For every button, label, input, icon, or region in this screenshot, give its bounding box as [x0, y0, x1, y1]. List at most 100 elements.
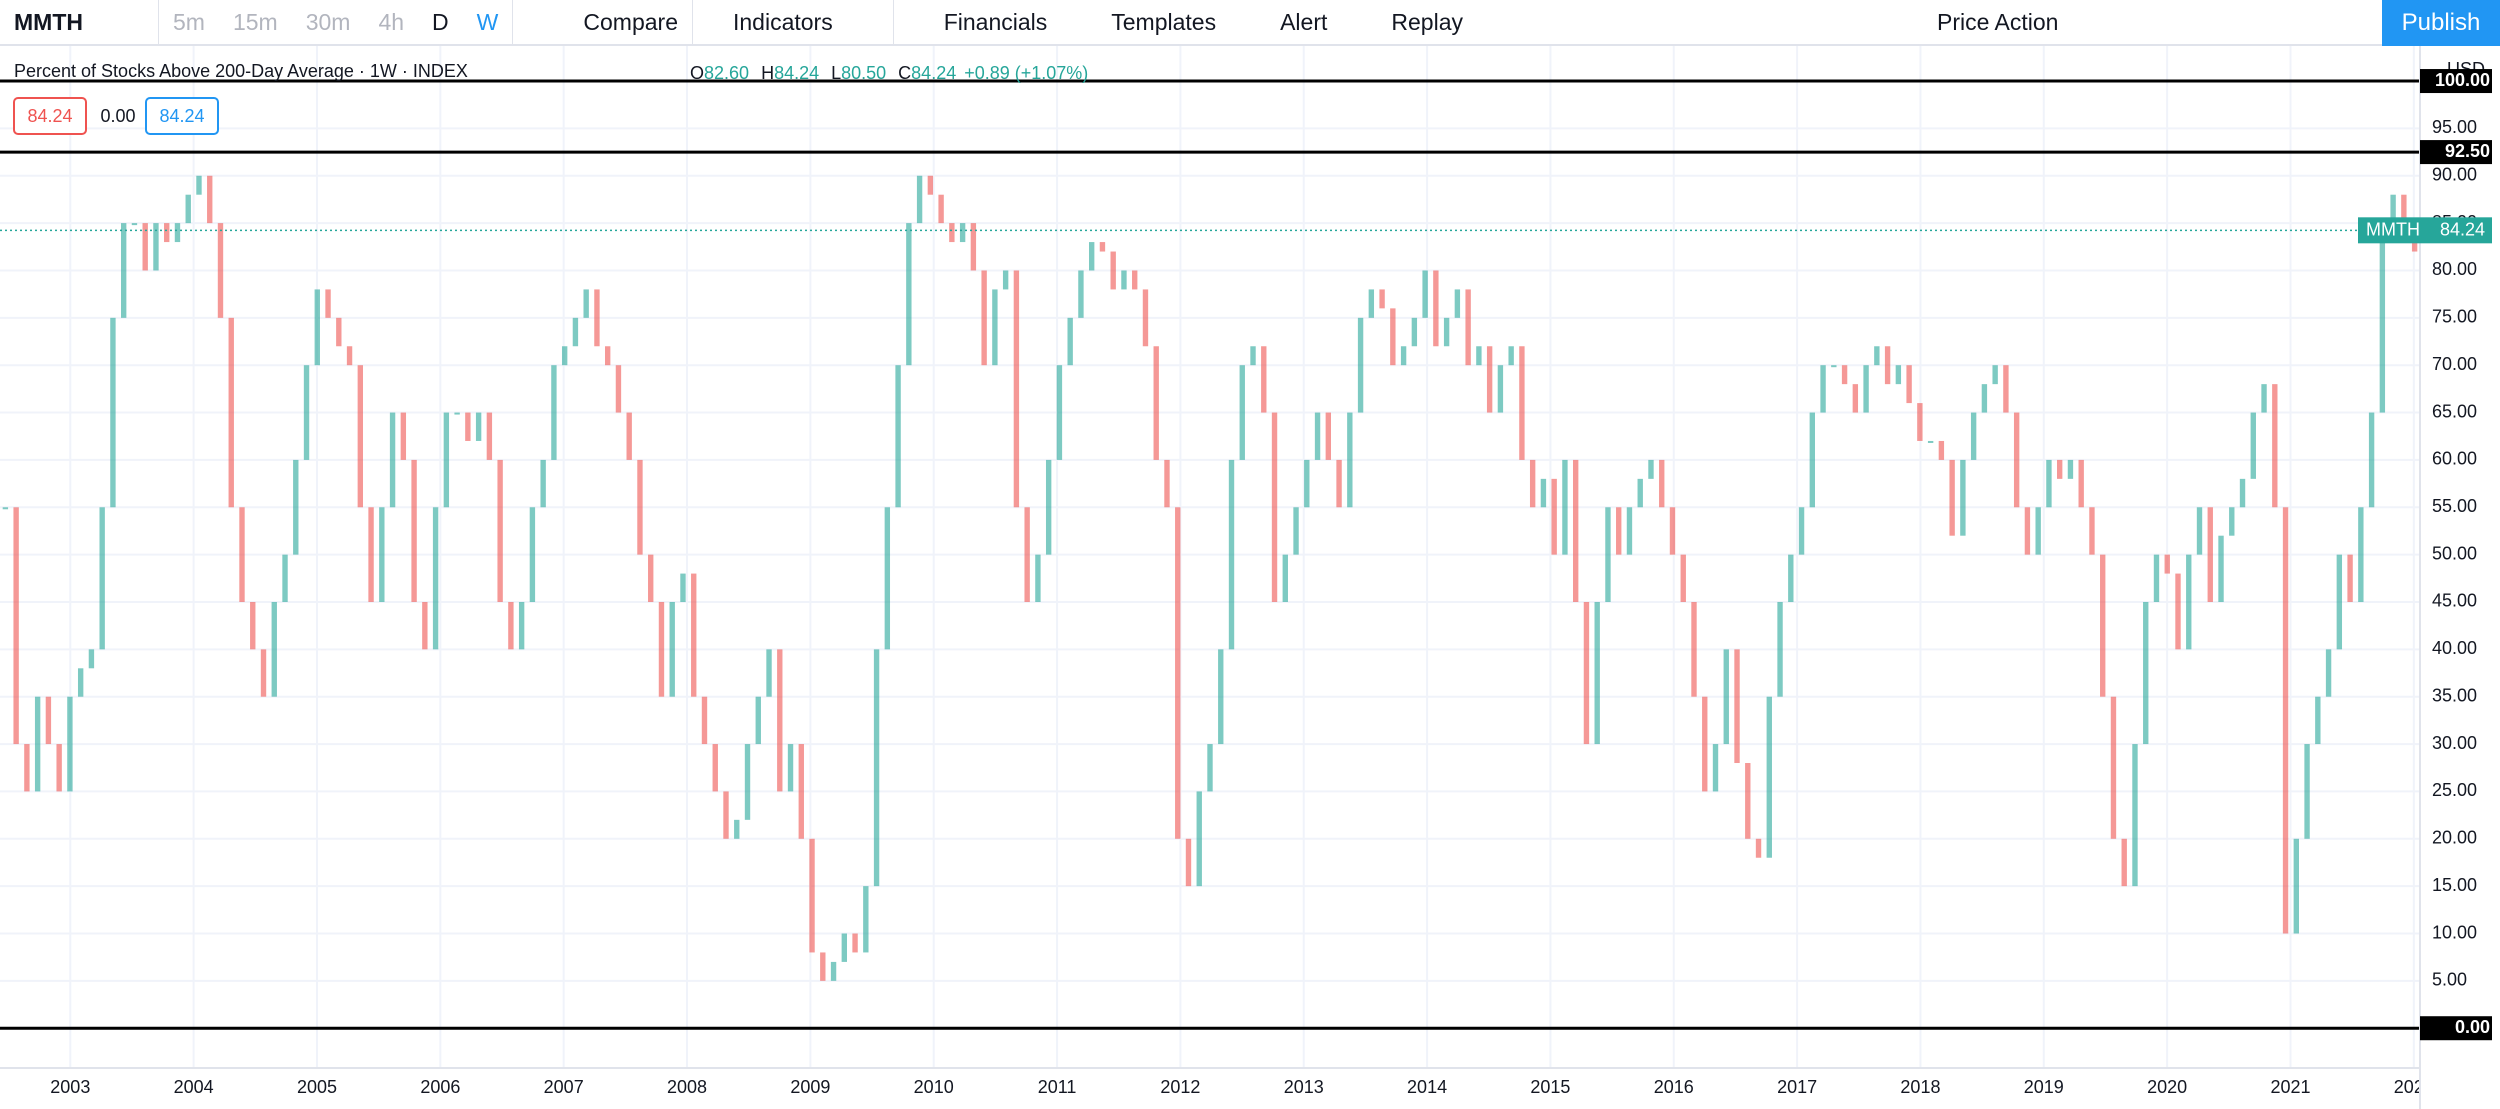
change: +0.89 (+1.07%) [964, 63, 1088, 83]
financials[interactable]: Financials [943, 8, 1048, 35]
candle [658, 601, 665, 697]
candle [1960, 459, 1966, 536]
price-axis [2420, 46, 2500, 1109]
y-tick-label: 45.00 [2432, 591, 2477, 611]
candle [2229, 507, 2235, 536]
y-tick-label: 10.00 [2432, 922, 2477, 942]
y-tick-label: 95.00 [2432, 117, 2477, 137]
replay[interactable]: Replay [1391, 8, 1463, 35]
candle [1551, 478, 1557, 555]
interval[interactable]: 15m [232, 8, 278, 35]
x-tick-label: 2013 [1284, 1077, 1324, 1097]
candle [1089, 242, 1095, 271]
candle [217, 223, 224, 318]
candle [809, 838, 815, 953]
candle [938, 194, 944, 224]
candle [2003, 365, 2009, 413]
candle [2272, 384, 2278, 508]
candle [2153, 554, 2160, 602]
candle [787, 744, 794, 792]
candle [1218, 649, 1224, 745]
candle [1669, 507, 1676, 555]
candle [389, 412, 396, 508]
candle [1347, 412, 1353, 508]
legend-title: Percent of Stocks Above 200-Day Average … [14, 61, 468, 81]
badge-label: 84.24 [159, 106, 204, 126]
candle [357, 365, 363, 508]
candle [1400, 346, 1407, 366]
candle [2218, 535, 2224, 602]
candle [2143, 601, 2149, 745]
candle [648, 554, 654, 602]
candle [1024, 507, 1030, 602]
ohlc-key: O [690, 63, 704, 83]
candle [2315, 696, 2321, 745]
candle [164, 223, 170, 243]
badge [13, 97, 87, 135]
candle [1336, 459, 1342, 508]
symbol[interactable]: MMTH [14, 8, 83, 35]
ohlc-value: 84.24 [774, 63, 819, 83]
indicators[interactable]: Indicators [733, 8, 833, 35]
separator [512, 0, 514, 45]
line-badge-label: 0.00 [2455, 1017, 2490, 1037]
candle [1852, 384, 1859, 413]
candle [1196, 791, 1202, 887]
candle [346, 346, 353, 366]
candle [830, 961, 837, 981]
candle [970, 223, 977, 271]
candle [1486, 346, 1493, 413]
candle [1239, 365, 1245, 460]
candle [2336, 554, 2343, 650]
y-tick-label: 60.00 [2432, 449, 2477, 469]
compare[interactable]: Compare [583, 8, 678, 35]
candle [1142, 289, 1149, 347]
x-tick-label: 2021 [2270, 1077, 2310, 1097]
badge [145, 97, 219, 135]
candle [1755, 838, 1762, 858]
interval[interactable]: D [432, 8, 449, 35]
publish-button[interactable]: Publish [2382, 0, 2500, 46]
interval[interactable]: 4h [378, 8, 405, 35]
candle [755, 696, 761, 745]
toolbar: MMTH 5m 15m 30m 4h D W Compare Indicator… [0, 0, 2500, 46]
templates[interactable]: Templates [1111, 8, 1217, 35]
x-tick-label: 2017 [1777, 1077, 1817, 1097]
candle [293, 459, 299, 555]
alert[interactable]: Alert [1280, 8, 1328, 35]
interval[interactable]: W [476, 8, 499, 35]
candle [1443, 317, 1450, 347]
last-price: 84.24 [2440, 219, 2485, 239]
candle [196, 175, 202, 195]
line-badge-label: 92.50 [2445, 141, 2490, 161]
candle [2132, 744, 2138, 887]
candle [1357, 317, 1364, 413]
candle [1884, 346, 1891, 385]
candle [1002, 270, 1009, 290]
candle [1616, 507, 1622, 555]
candle [594, 289, 600, 347]
candle [798, 744, 804, 839]
price-action[interactable]: Price Action [1937, 8, 2059, 35]
candle [1422, 270, 1428, 318]
ohlc-value: 80.50 [841, 63, 886, 83]
candle [1798, 507, 1805, 555]
candle [572, 317, 579, 347]
candle [1949, 459, 1955, 536]
candle [2, 507, 9, 510]
interval[interactable]: 5m [173, 8, 205, 35]
candle [1745, 763, 1751, 839]
candle [2057, 459, 2063, 479]
candle [2186, 554, 2192, 650]
candle [432, 507, 439, 650]
candle [820, 952, 826, 981]
y-tick-label: 20.00 [2432, 828, 2477, 848]
candle [1938, 440, 1945, 460]
candle [1970, 412, 1977, 460]
y-tick-label: 5.00 [2432, 970, 2467, 990]
candle [2078, 459, 2084, 508]
candle [1691, 601, 1697, 697]
interval[interactable]: 30m [305, 8, 351, 35]
x-tick-label: 2019 [2024, 1077, 2064, 1097]
